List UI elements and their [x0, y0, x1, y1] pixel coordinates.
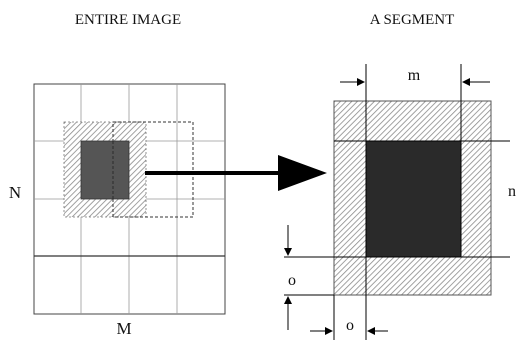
label-N: N: [9, 183, 21, 202]
label-M: M: [116, 319, 131, 338]
label-n: n: [508, 183, 516, 200]
left-title: ENTIRE IMAGE: [75, 12, 181, 28]
right-title: A SEGMENT: [370, 12, 455, 28]
segment-guides: [284, 64, 510, 340]
label-m: m: [408, 67, 421, 84]
label-o-horizontal: o: [346, 317, 354, 334]
label-o-vertical: o: [288, 272, 296, 289]
big-arrow-head: [278, 155, 327, 191]
segment-core-dark: [366, 141, 461, 257]
segment-core-block: [80, 140, 130, 200]
